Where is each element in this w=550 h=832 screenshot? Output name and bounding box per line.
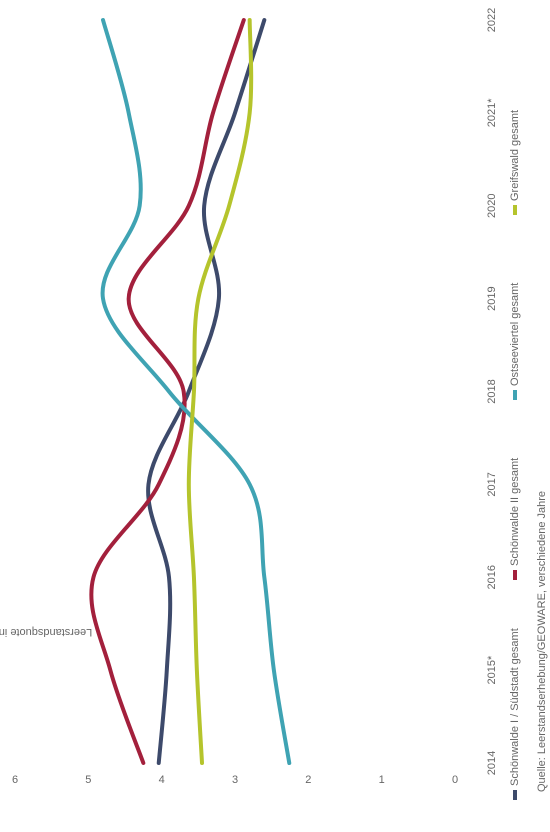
line [100,18,292,765]
y-tick-label: 6 [12,774,18,786]
source: Quelle: Leerstandserhebung/GEOWARE, vers… [536,491,548,792]
legend-label: Schönwalde II gesamt [509,458,521,566]
x-tick-label: 2022 [486,8,498,32]
x-tick-label: 2014 [486,751,498,775]
x-tick-label: 2020 [486,194,498,218]
x-tick-label: 2017 [486,472,498,496]
x-tick-label: 2019 [486,286,498,310]
legend-label: Ostseeviertel gesamt [509,283,521,386]
y-tick-label: 3 [232,774,238,786]
y-tick-label: 2 [305,774,311,786]
y-tick-label: 0 [452,774,458,786]
line [89,18,246,765]
x-tick-label: 2021* [486,98,498,127]
y-axis-title: Leerstandsquote in Prozent [0,626,92,638]
line [146,18,267,765]
legend-label: Greifswald gesamt [509,110,521,201]
rotated-chart: Leerstandsquote in Prozent Quelle: Leers… [0,8,548,800]
legend-label: Schönwalde I / Südstadt gesamt [509,628,521,786]
x-tick-label: 2018 [486,379,498,403]
y-tick-label: 4 [159,774,165,786]
x-tick-label: 2015* [486,655,498,684]
y-tick-label: 5 [85,774,91,786]
line [186,18,254,765]
y-tick-label: 1 [379,774,385,786]
x-tick-label: 2016 [486,565,498,589]
